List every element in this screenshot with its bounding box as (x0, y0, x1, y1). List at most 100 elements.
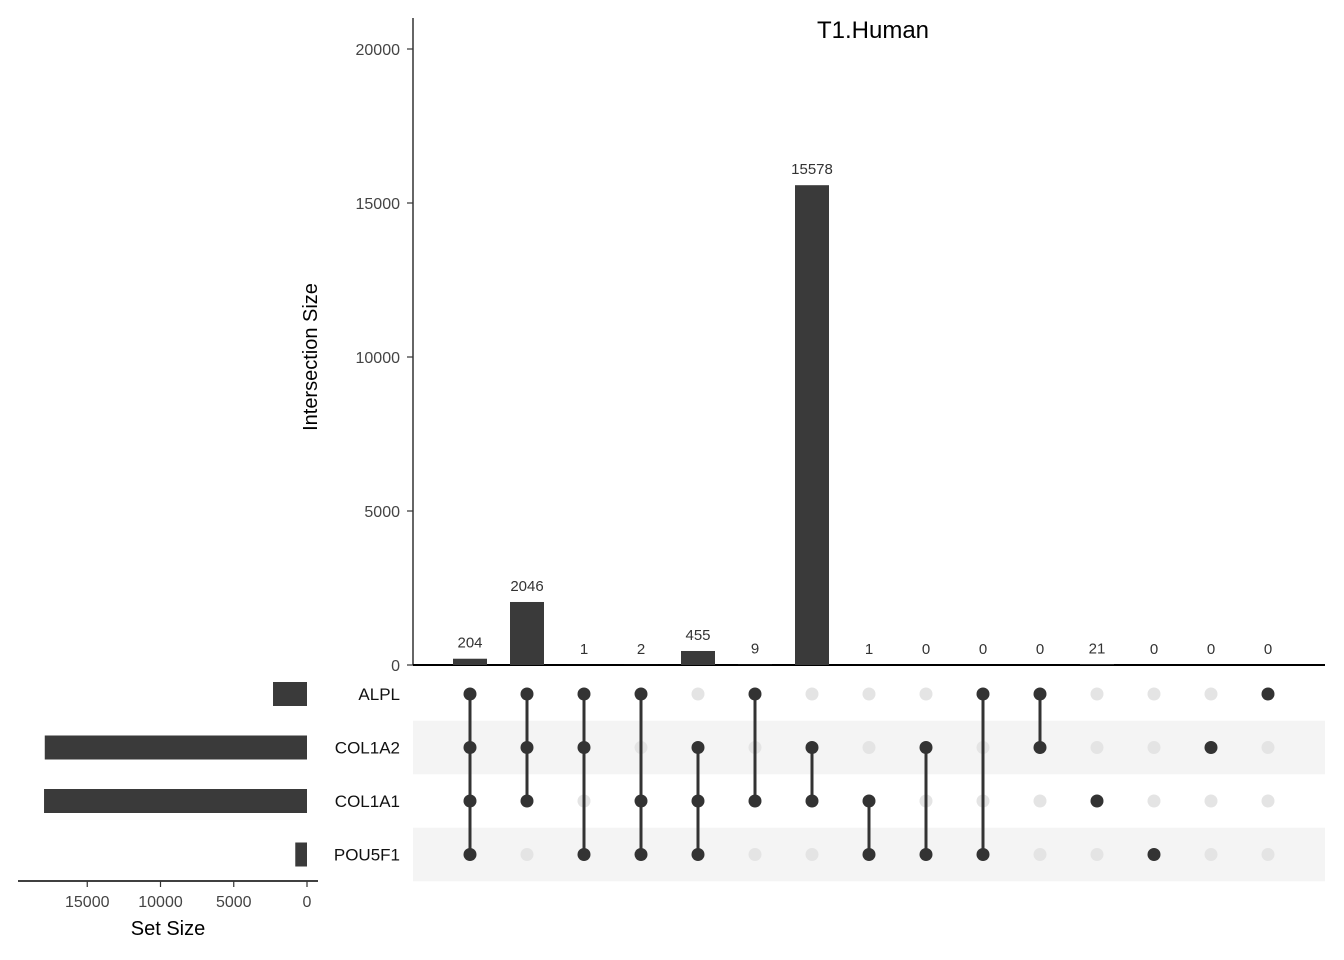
matrix-dot-inactive (862, 687, 876, 701)
intersection-bar (453, 658, 487, 665)
bar-value-label: 15578 (791, 161, 833, 178)
matrix-dot-active (577, 848, 591, 861)
set-size-bar (273, 682, 307, 706)
matrix-dot-active (805, 741, 819, 754)
matrix-dot-inactive (1204, 687, 1218, 701)
set-size-bar (44, 789, 307, 813)
matrix-dot-inactive (1033, 794, 1047, 808)
y-tick-label: 0 (391, 658, 400, 675)
matrix-dot-active (691, 794, 705, 808)
y-tick-label: 10000 (356, 350, 401, 367)
bar-value-label: 2 (637, 641, 645, 658)
bar-value-label: 0 (1207, 641, 1215, 658)
intersection-bar (681, 650, 715, 665)
bar-value-label: 1 (865, 641, 873, 658)
matrix-dot-active (748, 794, 762, 808)
set-labels: ALPL COL1A2 COL1A1 POU5F1 (334, 685, 400, 865)
y-tick-label: 20000 (356, 42, 401, 59)
bar-value-label: 2046 (510, 578, 543, 595)
matrix-dot-inactive (1261, 794, 1275, 808)
matrix-dot-active (862, 848, 876, 861)
y-tick-label: 15000 (356, 196, 401, 213)
set-size-bar (295, 842, 307, 867)
matrix-dot-inactive (748, 848, 762, 861)
bar-value-label: 9 (751, 641, 759, 658)
y-axis-title: Intersection Size (300, 283, 322, 431)
matrix-dot-inactive (805, 687, 819, 701)
set-size-axis-title: Set Size (131, 918, 205, 940)
bar-value-label: 0 (979, 641, 987, 658)
bar-value-label: 0 (1264, 641, 1272, 658)
matrix-dot-inactive (1147, 687, 1161, 701)
matrix-dot-active (691, 848, 705, 861)
intersection-bar (1080, 664, 1114, 665)
intersection-bar (795, 185, 829, 665)
matrix-dot-inactive (805, 848, 819, 861)
bar-value-label: 0 (922, 641, 930, 658)
matrix-dot-active (634, 848, 648, 861)
matrix-dot-active (463, 741, 477, 754)
bar-value-label: 204 (457, 635, 482, 652)
matrix-dot-inactive (1261, 741, 1275, 754)
matrix-dot-active (520, 687, 534, 701)
matrix-dot-active (1033, 687, 1047, 701)
matrix-dot-inactive (1033, 848, 1047, 861)
matrix-dot-active (1090, 794, 1104, 808)
chart-title: T1.Human (817, 17, 929, 44)
bar-value-label: 455 (685, 627, 710, 644)
matrix-dot-inactive (1147, 794, 1161, 808)
matrix-dot-active (577, 741, 591, 754)
bar-value-label: 21 (1089, 640, 1106, 657)
matrix-dot-inactive (1204, 848, 1218, 861)
set-size-bars (44, 682, 307, 867)
matrix-dot-active (1033, 741, 1047, 754)
matrix-dot-inactive (1090, 741, 1104, 754)
matrix-dot-active (520, 794, 534, 808)
intersection-matrix (463, 687, 1275, 861)
bar-value-label: 1 (580, 641, 588, 658)
matrix-dot-inactive (1261, 848, 1275, 861)
set-size-bar (44, 735, 307, 760)
bar-value-label: 0 (1150, 641, 1158, 658)
y-tick-label: 5000 (364, 504, 400, 521)
matrix-dot-active (577, 687, 591, 701)
matrix-dot-active (520, 741, 534, 754)
matrix-dot-inactive (1204, 794, 1218, 808)
matrix-dot-active (976, 848, 990, 861)
matrix-dot-active (919, 848, 933, 861)
matrix-dot-active (463, 687, 477, 701)
matrix-dot-active (1147, 848, 1161, 861)
matrix-dot-inactive (1147, 741, 1161, 754)
matrix-dot-active (976, 687, 990, 701)
matrix-dot-active (463, 794, 477, 808)
matrix-dot-active (634, 687, 648, 701)
set-size-axis: 15000 10000 5000 0 (18, 880, 318, 911)
matrix-dot-active (805, 794, 819, 808)
matrix-dot-active (463, 848, 477, 861)
set-size-tick-label: 10000 (138, 894, 183, 911)
intersection-bars: 204 2046 1 2 455 9 15578 1 0 0 0 21 0 0 0 (453, 161, 1272, 665)
matrix-dot-active (748, 687, 762, 701)
matrix-dot-inactive (520, 848, 534, 861)
intersection-bar (510, 601, 544, 665)
matrix-dot-active (634, 794, 648, 808)
bar-value-label: 0 (1036, 641, 1044, 658)
matrix-dot-active (1261, 687, 1275, 701)
set-size-tick-label: 0 (303, 894, 312, 911)
matrix-dot-active (862, 794, 876, 808)
matrix-dot-active (691, 741, 705, 754)
set-size-tick-label: 15000 (65, 894, 110, 911)
matrix-dot-inactive (1090, 687, 1104, 701)
matrix-dot-inactive (919, 687, 933, 701)
set-label: ALPL (358, 685, 400, 704)
matrix-dot-active (919, 741, 933, 754)
set-size-tick-label: 5000 (216, 894, 252, 911)
set-label: POU5F1 (334, 846, 400, 865)
set-label: COL1A2 (335, 739, 400, 758)
set-label: COL1A1 (335, 792, 400, 811)
matrix-dot-active (1204, 741, 1218, 754)
matrix-dot-inactive (862, 741, 876, 754)
matrix-dot-inactive (691, 687, 705, 701)
